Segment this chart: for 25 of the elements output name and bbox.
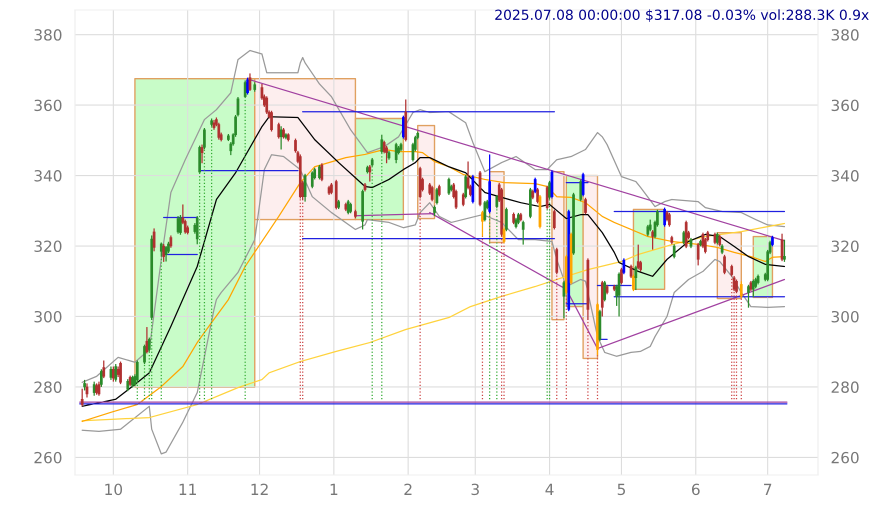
chart-title: 2025.07.08 00:00:00 $317.08 -0.03% vol:288.3K 0.9x	[495, 9, 869, 22]
y-tick-label: 320	[34, 240, 62, 252]
y-tick-label: 260	[34, 452, 62, 464]
x-tick-label: 7	[764, 484, 772, 495]
x-tick-label: 1	[330, 484, 338, 495]
y2-tick-label: 360	[832, 100, 859, 112]
y2-tick-label: 280	[832, 381, 859, 393]
y-tick-label: 360	[34, 100, 62, 112]
y-tick-label: 300	[34, 310, 62, 322]
x-tick-label: 4	[545, 484, 554, 495]
y2-tick-label: 300	[832, 310, 859, 322]
y-tick-label: 280	[34, 381, 62, 393]
y2-tick-label: 340	[832, 170, 859, 182]
x-tick-label: 11	[180, 484, 196, 495]
y2-tick-label: 320	[832, 240, 859, 252]
x-tick-label: 2	[404, 484, 412, 495]
x-tick-label: 5	[618, 484, 625, 496]
y2-tick-label: 260	[832, 452, 859, 464]
y-tick-label: 340	[34, 170, 62, 182]
y2-tick-label: 380	[832, 29, 859, 41]
x-tick-label: 6	[692, 484, 700, 496]
x-tick-label: 10	[105, 484, 122, 496]
x-tick-label: 12	[252, 484, 268, 495]
y-tick-label: 380	[34, 29, 62, 41]
x-tick-label: 3	[472, 484, 479, 496]
